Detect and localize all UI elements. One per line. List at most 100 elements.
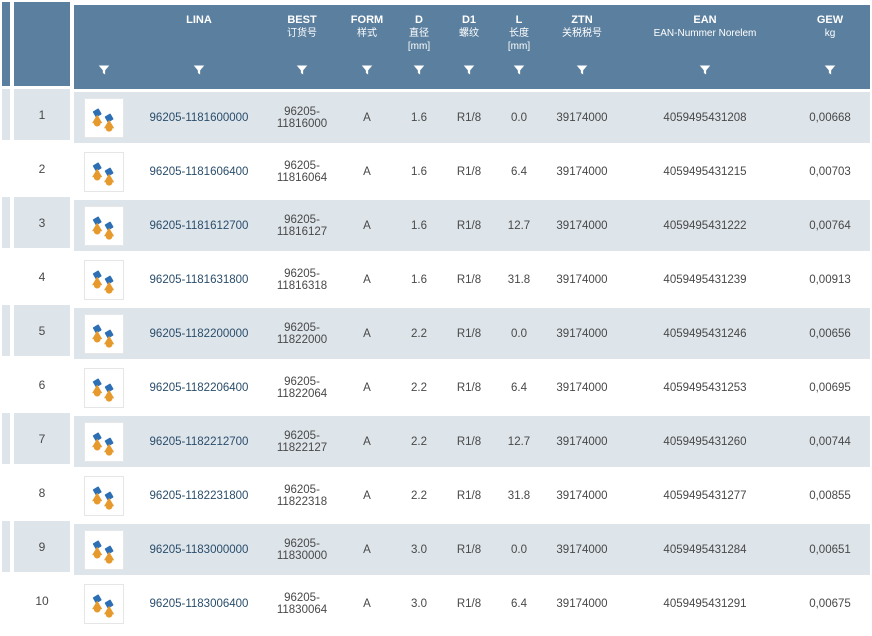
product-thumb-icon[interactable] [84, 476, 124, 516]
cell-lina[interactable]: 96205-1183006400 [134, 578, 264, 629]
col-header-lina[interactable]: LINA [134, 5, 264, 89]
index-header-spacer [14, 2, 70, 86]
row-index-cell[interactable]: 6 [14, 359, 70, 410]
cell-d: 1.6 [394, 254, 444, 305]
cell-image[interactable] [74, 470, 134, 521]
cell-lina[interactable]: 96205-1183000000 [134, 524, 264, 575]
cell-d: 2.2 [394, 470, 444, 521]
cell-best: 96205-11822000 [264, 308, 340, 359]
table-row[interactable]: 96205-1182231800 96205-11822318 A 2.2 R1… [74, 470, 870, 521]
cell-lina[interactable]: 96205-1181606400 [134, 146, 264, 197]
cell-form: A [340, 308, 394, 359]
cell-ean: 4059495431291 [620, 578, 790, 629]
table-row[interactable]: 96205-1181631800 96205-11816318 A 1.6 R1… [74, 254, 870, 305]
row-index-cell[interactable]: 8 [14, 467, 70, 518]
filter-icon[interactable] [134, 64, 264, 79]
cell-d1: R1/8 [444, 470, 494, 521]
col-header-form[interactable]: FORM 样式 [340, 5, 394, 89]
product-thumb-icon[interactable] [84, 422, 124, 462]
row-index-cell[interactable]: 7 [14, 413, 70, 464]
row-index-cell[interactable]: 1 [14, 89, 70, 140]
col-header-d1[interactable]: D1 螺纹 [444, 5, 494, 89]
product-thumb-icon[interactable] [84, 152, 124, 192]
cell-image[interactable] [74, 362, 134, 413]
table-row[interactable]: 96205-1183000000 96205-11830000 A 3.0 R1… [74, 524, 870, 575]
table-row[interactable]: 96205-1181600000 96205-11816000 A 1.6 R1… [74, 92, 870, 143]
cell-lina[interactable]: 96205-1181600000 [134, 92, 264, 143]
cell-d: 1.6 [394, 200, 444, 251]
product-thumb-icon[interactable] [84, 314, 124, 354]
col-header-l[interactable]: L 长度 [mm] [494, 5, 544, 89]
cell-lina[interactable]: 96205-1181631800 [134, 254, 264, 305]
cell-image[interactable] [74, 416, 134, 467]
table-row[interactable]: 96205-1182200000 96205-11822000 A 2.2 R1… [74, 308, 870, 359]
cell-image[interactable] [74, 200, 134, 251]
cell-ztn: 39174000 [544, 254, 620, 305]
table-row[interactable]: 96205-1181606400 96205-11816064 A 1.6 R1… [74, 146, 870, 197]
row-index-cell[interactable]: 10 [14, 575, 70, 626]
cell-image[interactable] [74, 578, 134, 629]
cell-lina[interactable]: 96205-1182212700 [134, 416, 264, 467]
product-thumb-icon[interactable] [84, 206, 124, 246]
header-sublabel: 长度 [498, 27, 540, 40]
row-index-cell[interactable]: 5 [14, 305, 70, 356]
filter-icon[interactable] [264, 64, 340, 79]
filter-icon[interactable] [620, 64, 790, 79]
filter-icon[interactable] [494, 64, 544, 79]
cell-ean: 4059495431208 [620, 92, 790, 143]
header-sublabel: 订货号 [268, 27, 336, 40]
filter-icon[interactable] [790, 64, 870, 79]
table-row[interactable]: 96205-1181612700 96205-11816127 A 1.6 R1… [74, 200, 870, 251]
gutter-cell [2, 521, 10, 572]
cell-image[interactable] [74, 524, 134, 575]
cell-image[interactable] [74, 308, 134, 359]
header-sublabel: kg [794, 27, 866, 40]
row-index-cell[interactable]: 3 [14, 197, 70, 248]
table-row[interactable]: 96205-1182206400 96205-11822064 A 2.2 R1… [74, 362, 870, 413]
cell-image[interactable] [74, 92, 134, 143]
col-header-best[interactable]: BEST 订货号 [264, 5, 340, 89]
filter-icon[interactable] [544, 64, 620, 79]
row-index-cell[interactable]: 4 [14, 251, 70, 302]
header-sublabel: 样式 [344, 27, 390, 40]
col-header-ean[interactable]: EAN EAN-Nummer Norelem [620, 5, 790, 89]
cell-lina[interactable]: 96205-1182231800 [134, 470, 264, 521]
cell-l: 0.0 [494, 524, 544, 575]
col-header-gew[interactable]: GEW kg [790, 5, 870, 89]
cell-lina[interactable]: 96205-1182200000 [134, 308, 264, 359]
cell-lina[interactable]: 96205-1181612700 [134, 200, 264, 251]
cell-form: A [340, 578, 394, 629]
cell-ztn: 39174000 [544, 416, 620, 467]
filter-icon[interactable] [340, 64, 394, 79]
cell-ean: 4059495431215 [620, 146, 790, 197]
row-index-cell[interactable]: 2 [14, 143, 70, 194]
cell-best: 96205-11830064 [264, 578, 340, 629]
cell-ztn: 39174000 [544, 524, 620, 575]
cell-ean: 4059495431246 [620, 308, 790, 359]
cell-d1: R1/8 [444, 146, 494, 197]
product-thumb-icon[interactable] [84, 98, 124, 138]
gutter-cell [2, 305, 10, 356]
col-header-d[interactable]: D 直径 [mm] [394, 5, 444, 89]
cell-image[interactable] [74, 254, 134, 305]
cell-lina[interactable]: 96205-1182206400 [134, 362, 264, 413]
cell-ean: 4059495431253 [620, 362, 790, 413]
filter-icon[interactable] [444, 64, 494, 79]
header-unit: [mm] [398, 40, 440, 53]
col-header-ztn[interactable]: ZTN 关税税号 [544, 5, 620, 89]
table-row[interactable]: 96205-1183006400 96205-11830064 A 3.0 R1… [74, 578, 870, 629]
cell-best: 96205-11816064 [264, 146, 340, 197]
cell-l: 6.4 [494, 362, 544, 413]
cell-image[interactable] [74, 146, 134, 197]
row-index-cell[interactable]: 9 [14, 521, 70, 572]
product-thumb-icon[interactable] [84, 530, 124, 570]
gutter-strip [2, 2, 10, 626]
table-row[interactable]: 96205-1182212700 96205-11822127 A 2.2 R1… [74, 416, 870, 467]
filter-icon[interactable] [394, 64, 444, 79]
product-thumb-icon[interactable] [84, 368, 124, 408]
product-thumb-icon[interactable] [84, 584, 124, 624]
filter-icon[interactable] [74, 64, 134, 79]
cell-d: 3.0 [394, 524, 444, 575]
product-thumb-icon[interactable] [84, 260, 124, 300]
col-header-image[interactable] [74, 5, 134, 89]
